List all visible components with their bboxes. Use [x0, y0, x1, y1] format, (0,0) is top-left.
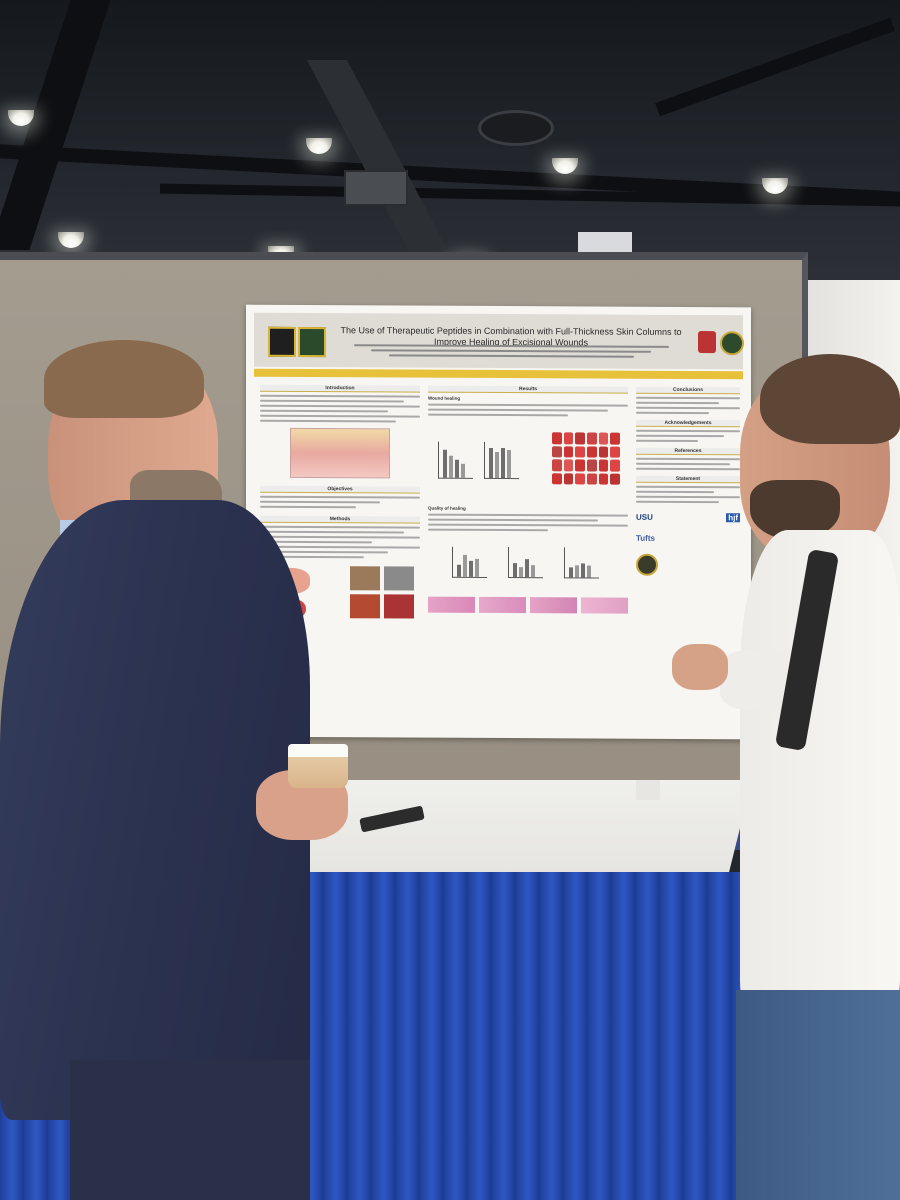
institution-seal — [636, 553, 658, 576]
jeans — [736, 990, 900, 1200]
quality-charts — [428, 541, 628, 592]
pants — [70, 1060, 310, 1200]
poster-column-middle: Results Wound healing Quality of healing — [428, 385, 628, 727]
subheading: Wound healing — [428, 395, 461, 401]
wound-photo-grid — [552, 432, 620, 485]
section-heading: Results — [428, 385, 628, 394]
subheading: Quality of healing — [428, 505, 466, 511]
ceiling-light — [306, 138, 332, 154]
hair — [44, 340, 204, 418]
ceiling-light — [58, 232, 84, 248]
ceiling-truss — [655, 17, 895, 117]
hand — [672, 644, 728, 690]
histology-strip — [428, 596, 628, 614]
ceiling-light — [762, 178, 788, 194]
person-left — [0, 340, 360, 1200]
ceiling-light — [8, 110, 34, 126]
ceiling-light — [552, 158, 578, 174]
usu-logo: USU — [636, 512, 653, 522]
projector — [344, 170, 408, 206]
results-figure — [428, 422, 628, 493]
coffee-cup-table — [636, 780, 660, 800]
hair — [760, 354, 900, 444]
ceiling-pipe — [306, 60, 454, 260]
air-vent — [478, 110, 554, 146]
coffee-cup — [288, 744, 348, 788]
person-right — [670, 350, 900, 1200]
poster-authors — [336, 341, 686, 361]
table-skirt — [300, 872, 752, 1200]
tufts-logo: Tufts — [636, 533, 655, 543]
